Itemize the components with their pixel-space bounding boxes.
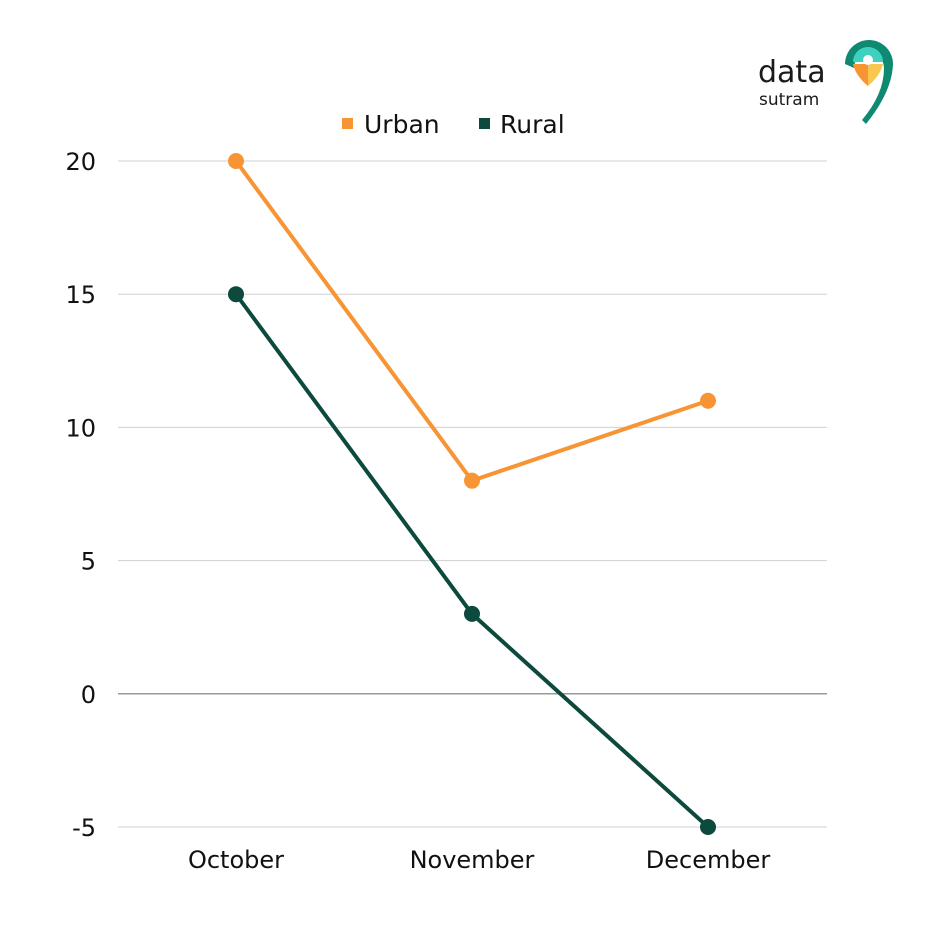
y-axis: 20 15 10 5 0 -5 — [65, 148, 96, 842]
legend-swatch — [479, 118, 490, 129]
x-tick-label: November — [410, 846, 535, 874]
y-tick-label: 20 — [65, 148, 96, 176]
series-rural — [228, 286, 716, 835]
grid-layer — [118, 160, 827, 828]
series-layer — [228, 153, 716, 835]
series-urban — [228, 153, 716, 489]
y-tick-label: 5 — [81, 548, 96, 576]
y-tick-label: 10 — [65, 414, 96, 442]
legend-item: Rural — [479, 110, 565, 139]
y-tick-label: 0 — [81, 681, 96, 709]
data-point — [700, 392, 716, 409]
legend-label: Rural — [500, 110, 565, 139]
legend-swatch — [342, 118, 353, 129]
brand-tagline: sutram — [759, 90, 819, 110]
y-tick-label: 15 — [65, 281, 96, 309]
x-axis: October November December — [188, 846, 770, 874]
series-line — [234, 159, 710, 483]
map-pin-icon — [845, 40, 893, 124]
brand-logo: data sutram — [758, 40, 893, 124]
x-tick-label: October — [188, 846, 284, 874]
y-tick-label: -5 — [72, 814, 96, 842]
data-point — [228, 286, 244, 303]
data-point — [464, 605, 480, 622]
legend-label: Urban — [364, 110, 440, 139]
data-point — [228, 153, 244, 169]
legend-item: Urban — [342, 110, 440, 139]
data-point — [700, 819, 716, 835]
legend: Urban Rural — [342, 110, 565, 139]
data-point — [464, 472, 480, 489]
brand-name: data — [758, 55, 826, 90]
x-tick-label: December — [646, 846, 771, 874]
